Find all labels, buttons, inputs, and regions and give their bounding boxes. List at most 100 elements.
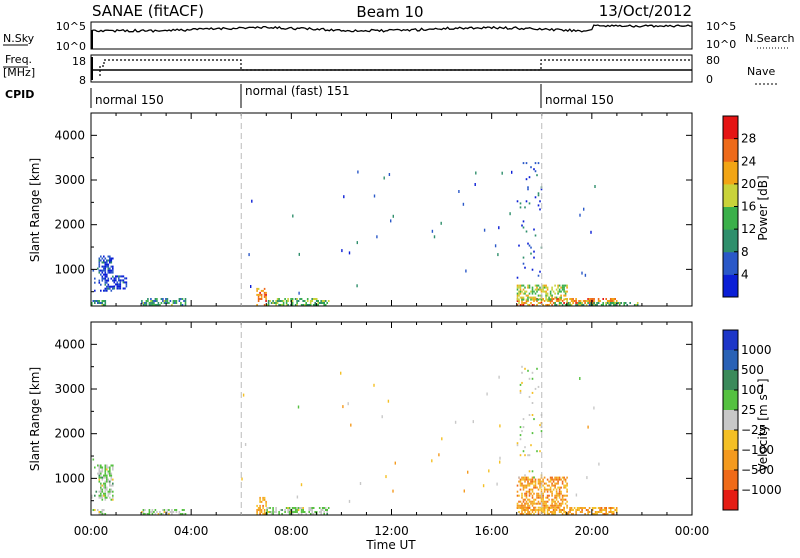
vel-cell-10 [103,513,105,515]
power-cell-496 [521,284,523,287]
vel-cell-703 [557,492,559,495]
power-cell-382 [549,302,552,304]
vel-cell-129 [112,466,114,469]
vel-cell-68 [104,492,107,495]
vel-cell-440 [605,509,607,511]
power-cell-439 [588,298,591,300]
vel-cell-28 [98,472,101,475]
vel-cell-565 [533,480,535,483]
vel-cell-289 [318,507,321,509]
power-cell-170 [147,298,149,300]
vel-cell-774 [524,474,526,477]
power-cell-212 [175,300,178,302]
vel-cell-67 [104,494,107,497]
power-cell-368 [539,302,541,304]
vel-cell-511 [525,496,528,499]
vel-cell-42 [100,474,102,477]
vel-cell-148 [154,509,157,511]
vel-cell-149 [156,511,158,513]
vel-cell-346 [542,509,544,511]
power-echo-10-0 [501,171,503,175]
vel-cell-318 [525,509,528,511]
power-cell-1 [91,302,93,304]
power-cell-216 [180,302,182,304]
vel-cell-91 [106,464,108,467]
vel-cell-586 [537,488,540,491]
vel-cell-769 [521,371,523,374]
power-cell-242 [263,304,266,306]
vel-cell-221 [270,511,273,513]
freq-label-top: Freq. [5,53,32,66]
vel-cell-583 [537,496,540,499]
vel-cell-766 [519,383,522,386]
vel-cell-659 [551,502,553,505]
vel-cell-577 [536,494,538,497]
vel-cell-776 [524,446,526,449]
vel-cell-723 [560,490,562,493]
power-cell-194 [162,300,164,302]
vel-cell-187 [259,513,261,515]
power-cell-334 [323,300,325,302]
power-cell-192 [160,302,163,304]
vel-cell-372 [558,507,561,509]
vel-cell-152 [159,511,161,513]
vel-cell-528 [527,476,529,479]
power-cell-268 [278,300,280,302]
vel-cell-37 [100,488,102,491]
power-echo-12-0 [594,185,596,188]
vel-cell-456 [615,509,618,511]
vel-cell-652 [549,488,552,491]
vel-cell-210 [265,502,267,505]
x-tick-label-6: 00:00 [675,524,710,538]
vel-cell-466 [518,500,520,503]
power-cell-167 [145,302,148,304]
power-ylabel: Slant Range [km] [28,158,42,262]
vel-cell-174 [178,511,181,513]
vel-cell-310 [521,509,523,511]
power-cell-19 [92,269,95,272]
power-cell-271 [279,300,282,302]
power-cell-697 [527,188,529,191]
power-cell-127 [115,279,117,282]
power-cell-691 [524,206,526,209]
vel-cell-212 [266,513,268,515]
power-cell-621 [558,302,561,304]
vel-cell-288 [318,511,321,513]
power-cell-126 [115,283,117,286]
power-cell-529 [534,298,537,301]
power-cell-202 [166,300,169,302]
vel-cell-281 [311,509,313,511]
power-cell-688 [522,220,525,223]
vel-cell-753 [566,488,568,491]
power-cell-121 [113,287,116,290]
vel-cell-197 [260,500,263,503]
vel-cell-391 [572,513,574,515]
vel-cell-181 [256,513,258,515]
vel-cell-575 [536,502,538,505]
vel-cell-699 [557,506,559,509]
power-cell-254 [267,302,270,304]
power-cell-195 [162,298,164,300]
vel-cell-328 [530,509,532,511]
vel-cell-105 [109,482,111,485]
vel-cell-98 [107,470,110,473]
power-cell-444 [591,300,594,302]
vel-cell-468 [518,480,520,483]
power-cell-264 [276,302,279,304]
power-cell-711 [534,196,537,199]
vel-cell-790 [531,391,534,394]
vel-cell-40 [100,482,102,485]
vel-cell-99 [107,466,110,469]
power-cell-55 [103,255,105,258]
power-cell-720 [539,270,541,273]
power-cell-523 [531,290,534,293]
vel-cell-206 [263,498,266,501]
vel-cell-741 [564,502,567,505]
power-cell-138 [118,279,120,282]
power-cell-276 [282,300,285,302]
vel-cell-164 [168,509,170,511]
power-cell-253 [267,304,270,306]
vel-cell-617 [542,480,544,483]
vel-cell-709 [558,504,561,507]
vel-cell-579 [536,486,538,489]
